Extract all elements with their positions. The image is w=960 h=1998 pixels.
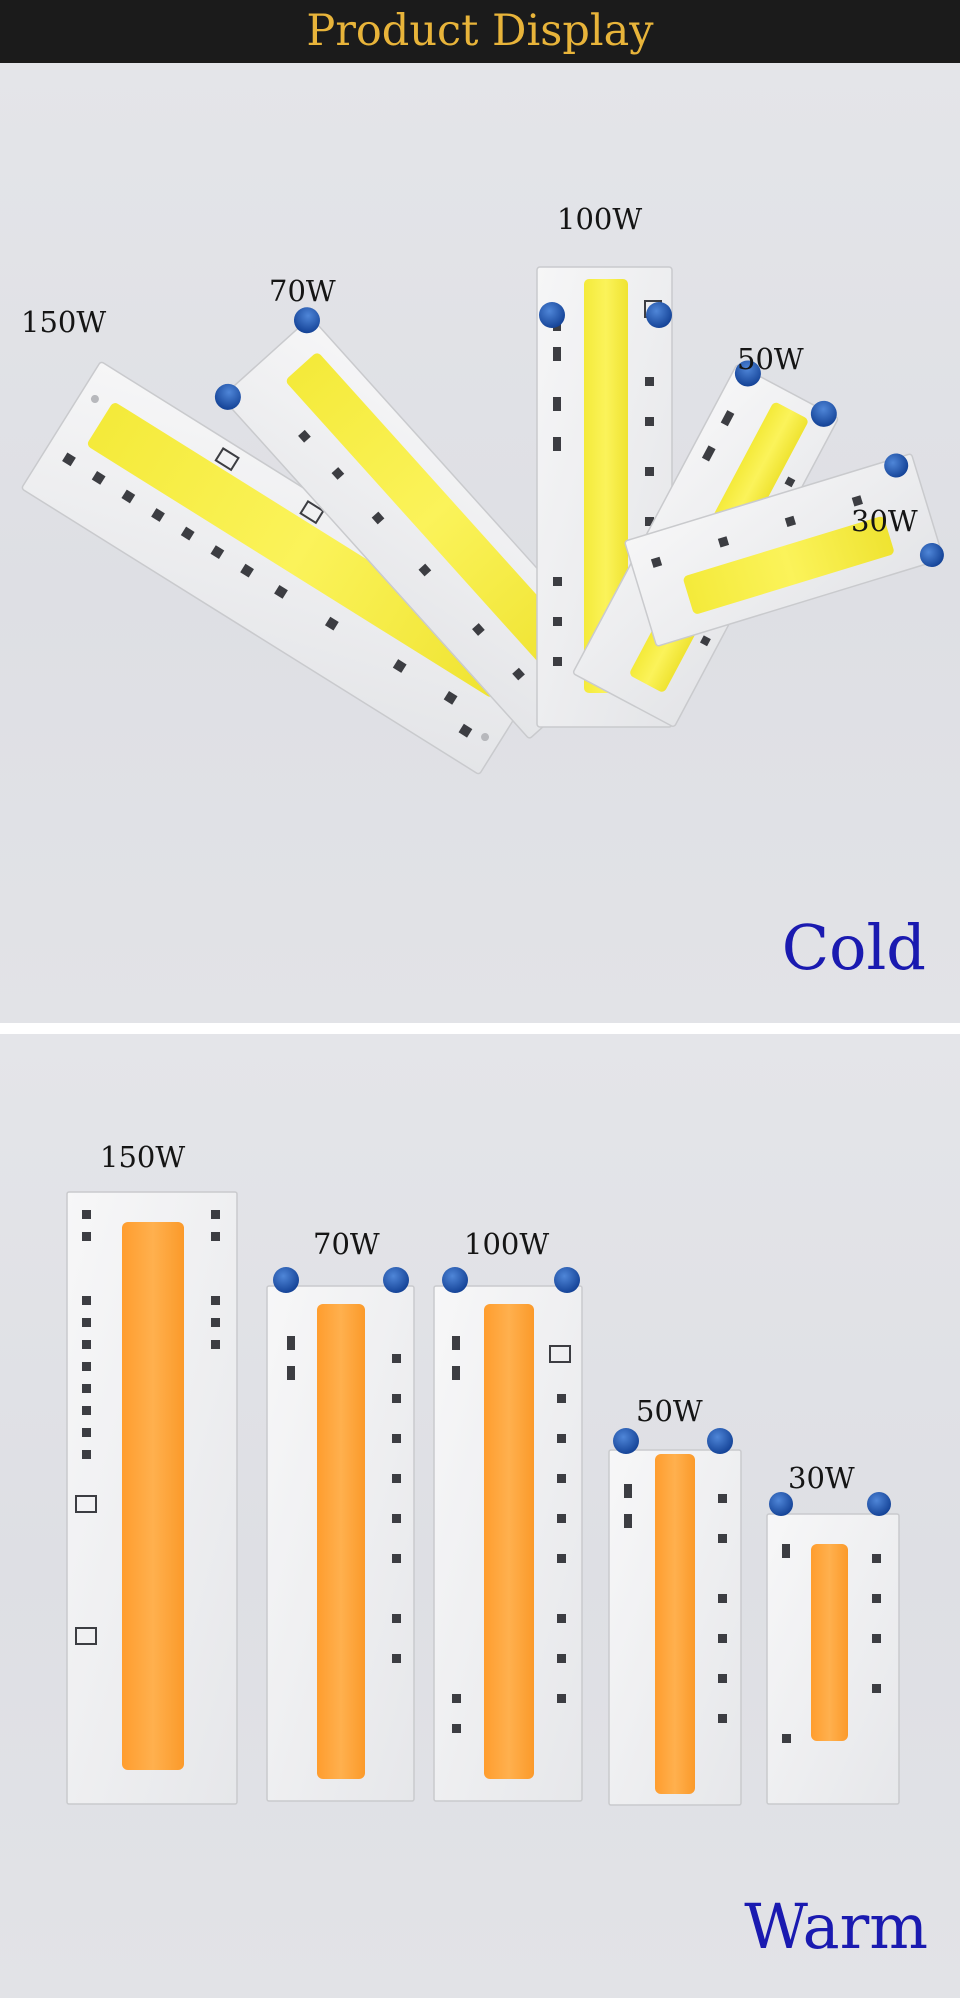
warm-module-70w <box>266 1267 415 1802</box>
warm-100w-label: 100W <box>464 1227 549 1261</box>
warm-150w-label: 150W <box>100 1140 185 1174</box>
cold-module-30w <box>624 453 944 647</box>
cold-150w-label: 150W <box>21 305 106 339</box>
warm-label: Warm <box>744 1890 928 1963</box>
cold-module-150w <box>21 361 559 775</box>
cold-module-70w <box>214 307 619 739</box>
cold-30w-label: 30W <box>851 504 918 538</box>
page-title: Product Display <box>306 6 654 56</box>
warm-led-modules-illustration: 150W 70W 100W 50W 30W <box>66 1140 900 1806</box>
warm-50w-label: 50W <box>636 1394 703 1428</box>
warm-module-50w <box>608 1428 742 1806</box>
cold-product-photo: 150W 70W 100W 50W 30W <box>0 63 960 1023</box>
cold-50w-label: 50W <box>737 342 804 376</box>
cold-label: Cold <box>781 911 926 984</box>
warm-module-100w <box>433 1267 583 1802</box>
warm-30w-label: 30W <box>788 1461 855 1495</box>
warm-product-photo: 150W 70W 100W 50W 30W <box>0 1034 960 1998</box>
header-bar: Product Display <box>0 0 960 63</box>
panel-divider <box>0 1023 960 1034</box>
warm-module-30w <box>766 1492 900 1805</box>
cold-100w-label: 100W <box>557 202 642 236</box>
cold-70w-label: 70W <box>269 274 336 308</box>
warm-70w-label: 70W <box>313 1227 380 1261</box>
cold-led-modules-illustration: 150W 70W 100W 50W 30W <box>21 202 944 775</box>
warm-module-150w <box>66 1191 238 1805</box>
